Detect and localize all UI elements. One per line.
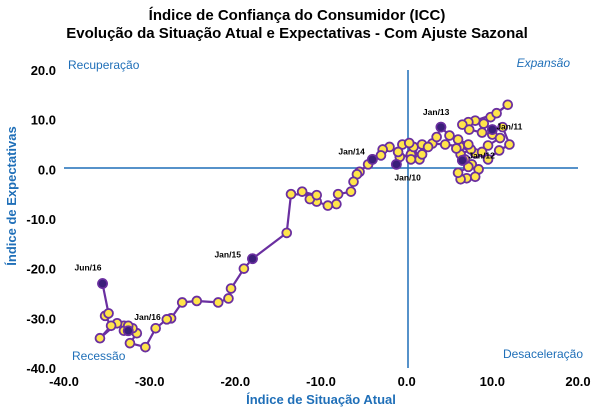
y-tick-label: 10.0 (31, 113, 56, 128)
series-point (476, 146, 488, 158)
series-point (422, 141, 434, 153)
highlight-label: Jan/15 (214, 250, 241, 260)
highlight-point (247, 253, 258, 265)
series-point (491, 107, 502, 119)
series-point (451, 143, 462, 154)
series-point (494, 132, 506, 144)
quadrant-bottom-right: Desaceleração (503, 347, 583, 361)
series-point (405, 154, 417, 165)
series-point (452, 167, 464, 179)
series-point (223, 293, 234, 304)
series-point (348, 176, 359, 188)
series-point (332, 188, 344, 200)
quadrant-bottom-left: Recessão (72, 349, 126, 363)
x-tick-label: -20.0 (221, 374, 251, 389)
series-point (469, 171, 481, 183)
series-point (161, 314, 173, 325)
highlight-label: Jan/13 (423, 107, 450, 117)
series-point (94, 332, 106, 344)
series-point (392, 146, 404, 158)
highlighted-points: Jan/10 Jan/11 Jan/12 Jan/13 Jan/14 Jan/15 Jan/… (75, 107, 523, 337)
x-tick-label: 10.0 (480, 374, 505, 389)
series-point (105, 320, 117, 332)
series-point (502, 99, 514, 111)
highlight-label: Jan/16 (134, 312, 161, 322)
highlight-point (390, 158, 402, 170)
highlight-point (456, 154, 468, 166)
series-point (439, 139, 451, 150)
x-tick-label: -40.0 (49, 374, 79, 389)
series-point (345, 186, 357, 197)
y-tick-label: -10.0 (26, 212, 56, 227)
y-tick-label: -30.0 (26, 311, 56, 326)
series-point (191, 295, 203, 307)
series-point (225, 283, 237, 294)
series-point (476, 127, 488, 138)
series-point (124, 337, 136, 349)
series-point (140, 341, 151, 353)
series-point (331, 198, 342, 210)
quadrant-top-right: Expansão (517, 56, 571, 70)
series-point (482, 140, 494, 151)
x-tick-label: -10.0 (306, 374, 336, 389)
series-point (403, 137, 415, 149)
y-tick-label: 0.0 (38, 162, 56, 177)
series-point (482, 154, 494, 165)
series-point (431, 131, 442, 143)
highlight-label: Jun/16 (75, 263, 102, 273)
series-point (457, 119, 468, 130)
series-point (281, 227, 293, 239)
series-point (416, 149, 428, 160)
series-point (493, 145, 505, 156)
y-tick-label: 20.0 (31, 63, 56, 78)
y-tick-label: -20.0 (26, 262, 56, 277)
chart-subtitle: Evolução da Situação Atual e Expectativa… (66, 25, 528, 42)
series-point (452, 134, 464, 145)
x-tick-labels: -40.0 -30.0 -20.0 -10.0 0.0 10.0 20.0 (49, 374, 590, 389)
highlight-point (97, 278, 108, 289)
highlight-point (122, 325, 134, 337)
chart-title: Índice de Confiança do Consumidor (ICC) (149, 7, 446, 24)
series-point (444, 130, 455, 141)
x-axis-title: Índice de Situação Atual (246, 392, 396, 407)
highlight-label: Jan/10 (394, 172, 421, 182)
highlight-label: Jan/11 (496, 122, 522, 132)
series-point (497, 121, 508, 133)
series-point (285, 188, 297, 200)
series-point (150, 322, 161, 334)
quadrant-top-left: Recuperação (68, 58, 140, 72)
highlight-point (435, 121, 447, 133)
series-point (463, 139, 474, 150)
series-point (296, 186, 308, 197)
series-point (176, 297, 188, 308)
highlight-label: Jan/14 (338, 146, 365, 156)
x-tick-label: -30.0 (135, 374, 165, 389)
highlight-point (486, 124, 498, 136)
y-tick-label: -40.0 (26, 361, 56, 376)
highlight-point (366, 153, 378, 165)
y-axis-title: Índice de Expectativas (4, 126, 19, 265)
x-tick-label: 20.0 (565, 374, 590, 389)
series-point (238, 263, 250, 274)
y-tick-labels: 20.0 10.0 0.0 -10.0 -20.0 -30.0 -40.0 (26, 63, 56, 376)
series-point (322, 200, 334, 211)
series-point (103, 308, 114, 319)
series-point (504, 139, 515, 150)
series-point (311, 189, 323, 201)
series-point (463, 124, 475, 135)
highlight-label: Jan/12 (468, 150, 495, 160)
series-point (212, 297, 224, 308)
series-point (375, 150, 387, 161)
x-tick-label: 0.0 (398, 374, 416, 389)
